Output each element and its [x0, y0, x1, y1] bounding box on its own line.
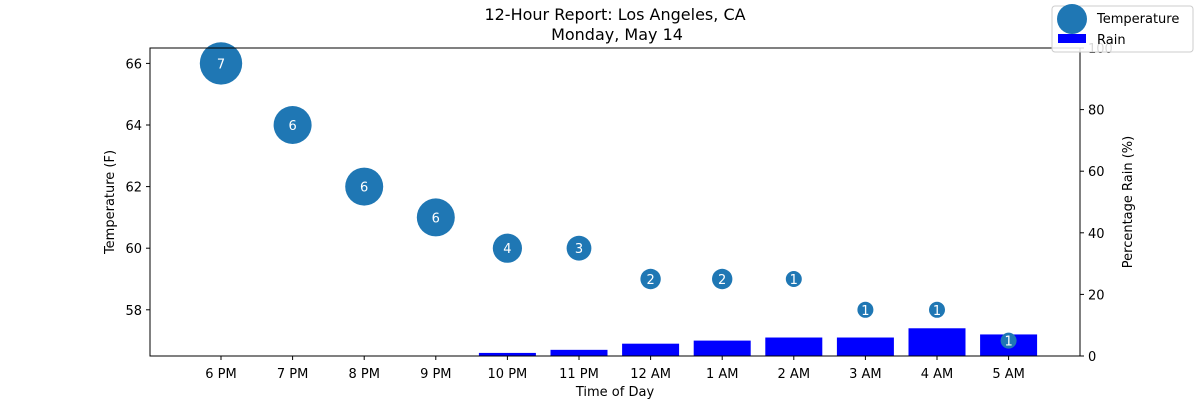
- temperature-point-label-0: 7: [217, 57, 225, 72]
- y-left-tick-label-3: 64: [125, 119, 142, 134]
- temperature-point-8: [785, 271, 802, 287]
- temperature-point-label-4: 4: [503, 242, 511, 257]
- rain-bar-4: [478, 352, 536, 356]
- y-right-tick-label-1: 20: [1088, 288, 1105, 303]
- rain-bar-6: [622, 343, 680, 356]
- legend-rain-marker: [1058, 34, 1086, 43]
- x-axis-label: Time of Day: [575, 385, 655, 400]
- legend: Temperature Rain: [1051, 4, 1194, 53]
- rain-bar-9: [836, 337, 894, 356]
- y-axis-label-left: Temperature (F): [103, 150, 118, 255]
- rain-bar-5: [550, 349, 608, 356]
- temperature-point-4: [492, 233, 522, 263]
- y-right-tick-label-0: 0: [1088, 350, 1096, 365]
- rain-bar-10: [908, 328, 966, 356]
- y-left-tick-label-2: 62: [125, 181, 142, 196]
- y-left-tick-label-0: 58: [125, 304, 142, 319]
- x-tick-label-1: 7 PM: [277, 367, 308, 382]
- plot-frame: [149, 47, 1081, 357]
- temperature-point-1: [273, 106, 312, 144]
- x-tick-label-6: 12 AM: [630, 367, 671, 382]
- chart-subtitle: Monday, May 14: [551, 25, 683, 44]
- temperature-point-label-5: 3: [575, 242, 583, 257]
- temperature-point-label-10: 1: [933, 304, 941, 319]
- temperature-point-7: [712, 268, 733, 290]
- x-tick-label-10: 4 AM: [921, 367, 954, 382]
- x-tick-label-3: 9 PM: [420, 367, 451, 382]
- y-left-tick-label-4: 66: [125, 57, 142, 72]
- y-left-tick-label-1: 60: [125, 242, 142, 257]
- temperature-point-label-3: 6: [432, 211, 440, 226]
- legend-frame: [1051, 5, 1194, 53]
- temperature-point-10: [929, 301, 945, 318]
- legend-temperature-marker: [1057, 4, 1087, 34]
- rain-bar-7: [693, 340, 751, 356]
- temperature-point-0: [199, 42, 243, 85]
- legend-temperature-label: Temperature: [1096, 12, 1179, 27]
- x-tick-label-5: 11 PM: [559, 367, 599, 382]
- temperature-point-6: [640, 268, 661, 290]
- y-axis-label-right: Percentage Rain (%): [1121, 136, 1136, 268]
- x-tick-label-0: 6 PM: [205, 367, 236, 382]
- x-tick-label-11: 5 AM: [992, 367, 1025, 382]
- chart-title: 12-Hour Report: Los Angeles, CA: [484, 5, 745, 24]
- x-tick-label-7: 1 AM: [706, 367, 739, 382]
- temperature-point-label-9: 1: [861, 304, 869, 319]
- x-tick-label-8: 2 AM: [778, 367, 811, 382]
- rain-bar-8: [765, 337, 823, 356]
- legend-rain-label: Rain: [1097, 33, 1126, 48]
- temperature-point-3: [416, 198, 455, 237]
- temperature-point-5: [566, 235, 592, 261]
- temperature-point-9: [857, 301, 874, 318]
- x-tick-label-4: 10 PM: [488, 367, 528, 382]
- temperature-point-label-2: 6: [360, 181, 368, 196]
- temperature-point-11: [1000, 332, 1017, 349]
- x-tick-label-9: 3 AM: [849, 367, 882, 382]
- y-right-tick-label-4: 80: [1088, 104, 1105, 119]
- temperature-point-label-1: 6: [288, 119, 296, 134]
- temperature-point-label-6: 2: [646, 273, 654, 288]
- y-right-tick-label-2: 40: [1088, 227, 1105, 242]
- temperature-point-label-7: 2: [718, 273, 726, 288]
- temperature-point-label-11: 1: [1004, 335, 1012, 350]
- temperature-point-2: [345, 167, 384, 206]
- temperature-point-label-8: 1: [790, 273, 798, 288]
- x-tick-label-2: 8 PM: [348, 367, 379, 382]
- y-right-tick-label-3: 60: [1088, 165, 1105, 180]
